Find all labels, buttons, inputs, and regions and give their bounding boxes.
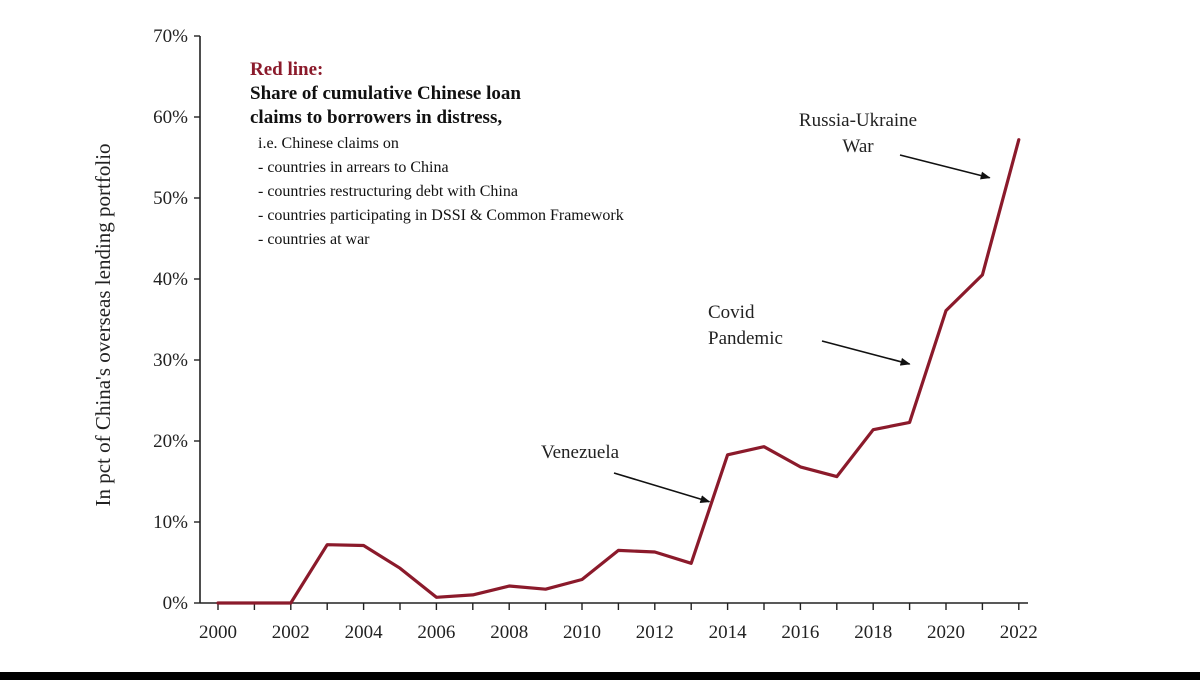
y-tick-label: 60% <box>153 107 188 128</box>
annotation-arrow <box>613 472 711 503</box>
legend-item: - countries in arrears to China <box>258 159 449 176</box>
annotation-label: War <box>842 136 874 157</box>
x-tick-label: 2012 <box>636 622 674 643</box>
y-axis-label: In pct of China's overseas lending portf… <box>91 143 115 506</box>
y-tick-label: 0% <box>163 593 189 614</box>
annotation-arrow <box>821 340 911 366</box>
y-ticks: 0% 10% 20% 30% 40% 50% 60% 70% <box>153 26 200 614</box>
x-tick-label: 2022 <box>1000 622 1038 643</box>
x-tick-label: 2010 <box>563 622 601 643</box>
axes <box>199 36 1028 604</box>
y-tick-label: 70% <box>153 26 188 47</box>
annotations: Venezuela Covid Pandemic Russia-Ukraine War <box>541 110 991 503</box>
y-tick-label: 30% <box>153 350 188 371</box>
legend-item: - countries at war <box>258 231 370 248</box>
y-tick-label: 50% <box>153 188 188 209</box>
x-tick-label: 2004 <box>345 622 384 643</box>
x-tick-label: 2008 <box>490 622 528 643</box>
annotation-label: Russia-Ukraine <box>799 110 917 131</box>
legend-description-line: Share of cumulative Chinese loan <box>250 83 521 104</box>
legend-note: i.e. Chinese claims on <box>258 135 399 152</box>
x-tick-label: 2016 <box>781 622 819 643</box>
legend-item: - countries restructuring debt with Chin… <box>258 183 518 200</box>
legend-description-line: claims to borrowers in distress, <box>250 107 503 128</box>
annotation-label: Venezuela <box>541 442 620 463</box>
legend-item: - countries participating in DSSI & Comm… <box>258 207 624 224</box>
series-group <box>216 138 1021 605</box>
legend-title: Red line: <box>250 59 324 80</box>
x-tick-label: 2018 <box>854 622 892 643</box>
x-tick-label: 2020 <box>927 622 965 643</box>
x-tick-label: 2000 <box>199 622 237 643</box>
annotation-arrow <box>899 154 991 180</box>
x-tick-label: 2006 <box>417 622 455 643</box>
annotation-label: Covid <box>708 302 755 323</box>
y-tick-label: 40% <box>153 269 188 290</box>
y-tick-label: 10% <box>153 512 188 533</box>
annotation-label: Pandemic <box>708 328 783 349</box>
legend-box: Red line: Share of cumulative Chinese lo… <box>250 58 810 252</box>
x-ticks: 2000 2002 2004 2006 2008 2010 2012 2014 2016 2018… <box>199 603 1038 643</box>
legend-description: Share of cumulative Chinese loan claims … <box>250 82 810 130</box>
y-tick-label: 20% <box>153 431 188 452</box>
x-tick-label: 2014 <box>709 622 748 643</box>
series-line <box>216 138 1021 605</box>
x-tick-label: 2002 <box>272 622 310 643</box>
